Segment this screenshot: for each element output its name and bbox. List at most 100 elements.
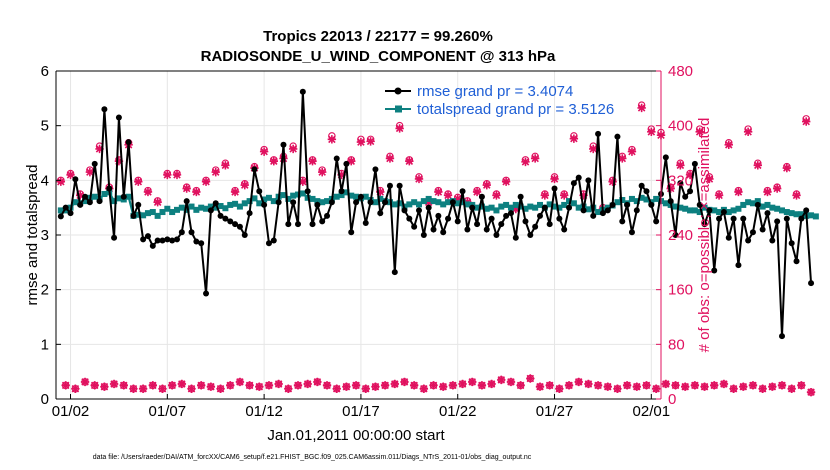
obs-assimilated-point: [409, 381, 419, 390]
totalspread-point: [687, 207, 694, 214]
left-tick-label: 5: [41, 118, 49, 135]
obs-assimilated-point: [768, 382, 777, 391]
rmse-point: [280, 141, 287, 148]
obs-assimilated-point: [351, 381, 361, 390]
rmse-point: [106, 185, 113, 192]
totalspread-point: [232, 200, 239, 207]
totalspread-point: [512, 201, 519, 208]
obs-assimilated-point: [332, 384, 341, 393]
rmse-point: [667, 198, 674, 205]
obs-assimilated-point: [76, 191, 85, 200]
rmse-point: [135, 201, 142, 208]
rmse-point: [183, 198, 190, 205]
rmse-point: [290, 199, 297, 206]
totalspread-point: [769, 204, 776, 211]
rmse-point: [580, 207, 587, 214]
totalspread-point: [556, 204, 563, 211]
obs-assimilated-point: [671, 381, 680, 390]
totalspread-point: [57, 207, 64, 214]
obs-assimilated-point: [506, 377, 516, 387]
totalspread-point: [638, 194, 645, 201]
rmse-point: [638, 182, 645, 189]
rmse-point: [662, 154, 669, 161]
totalspread-point: [425, 195, 432, 202]
left-tick-label: 1: [41, 336, 49, 353]
totalspread-point: [246, 198, 253, 205]
rmse-point: [445, 215, 452, 222]
obs-assimilated-point: [187, 384, 196, 393]
obs-assimilated-point: [429, 381, 438, 390]
chart-title-line2: RADIOSONDE_U_WIND_COMPONENT @ 313 hPa: [201, 48, 556, 65]
obs-assimilated-point: [119, 381, 128, 390]
totalspread-point: [459, 199, 466, 206]
rmse-point: [62, 204, 69, 211]
totalspread-point: [522, 205, 529, 212]
obs-assimilated-point: [618, 154, 627, 163]
totalspread-point: [164, 205, 171, 212]
totalspread-point: [619, 197, 626, 204]
obs-assimilated-point: [526, 374, 535, 383]
rmse-point: [575, 174, 582, 181]
rmse-point: [691, 160, 698, 167]
obs-assimilated-point: [758, 384, 767, 393]
rmse-point: [454, 218, 461, 225]
totalspread-point: [672, 203, 679, 210]
totalspread-point: [575, 204, 582, 211]
rmse-point: [198, 240, 205, 247]
rmse-point: [478, 193, 485, 200]
rmse-point: [754, 201, 761, 208]
totalspread-point: [261, 196, 268, 203]
rmse-point: [115, 114, 122, 121]
totalspread-point: [435, 199, 442, 206]
obs-assimilated-point: [550, 174, 559, 184]
rmse-point: [391, 269, 398, 276]
totalspread-point: [420, 198, 427, 205]
rmse-point: [619, 218, 626, 225]
totalspread-point: [754, 198, 761, 205]
obs-assimilated-point: [230, 187, 240, 197]
rmse-point: [367, 199, 374, 206]
rmse-point: [779, 333, 785, 340]
obs-assimilated-point: [521, 157, 530, 167]
rmse-point: [304, 188, 311, 195]
rmse-point: [101, 106, 108, 113]
obs-assimilated-point: [468, 377, 477, 387]
obs-assimilated-point: [143, 187, 153, 197]
rmse-point: [67, 210, 74, 217]
rmse-point: [295, 221, 301, 228]
x-tick-label: 01/27: [536, 403, 574, 420]
totalspread-point: [474, 204, 481, 211]
rmse-point: [154, 237, 161, 244]
totalspread-point: [241, 200, 248, 207]
rmse-point: [503, 212, 510, 219]
totalspread-point: [416, 201, 422, 208]
rmse-point: [488, 215, 495, 222]
rmse-point: [256, 188, 263, 195]
obs-assimilated-point: [472, 187, 482, 197]
obs-assimilated-point: [603, 382, 612, 391]
obs-assimilated-point: [545, 381, 554, 390]
obs-assimilated-point: [303, 379, 312, 389]
obs-assimilated-point: [298, 177, 308, 186]
obs-assimilated-point: [642, 381, 651, 390]
rmse-point: [745, 237, 752, 244]
rmse-point: [783, 215, 790, 222]
rmse-point: [212, 200, 219, 207]
totalspread-point: [498, 203, 505, 210]
totalspread-point: [691, 207, 698, 214]
totalspread-point: [696, 209, 703, 216]
rmse-point: [164, 236, 171, 243]
obs-assimilated-point: [322, 381, 332, 390]
rmse-point: [130, 212, 137, 219]
rmse-point: [125, 139, 132, 146]
totalspread-point: [430, 198, 437, 205]
obs-assimilated-point: [71, 384, 80, 393]
rmse-point: [720, 209, 727, 216]
totalspread-point: [701, 204, 708, 211]
obs-assimilated-point: [797, 381, 806, 390]
obs-assimilated-point: [458, 379, 467, 389]
totalspread-point: [169, 209, 176, 216]
x-ticks: 01/02 01/07 01/12 01/17 01/22 01/27 02/01: [52, 394, 670, 420]
obs-assimilated-point: [90, 381, 99, 390]
legend-rmse-marker: [394, 87, 402, 95]
